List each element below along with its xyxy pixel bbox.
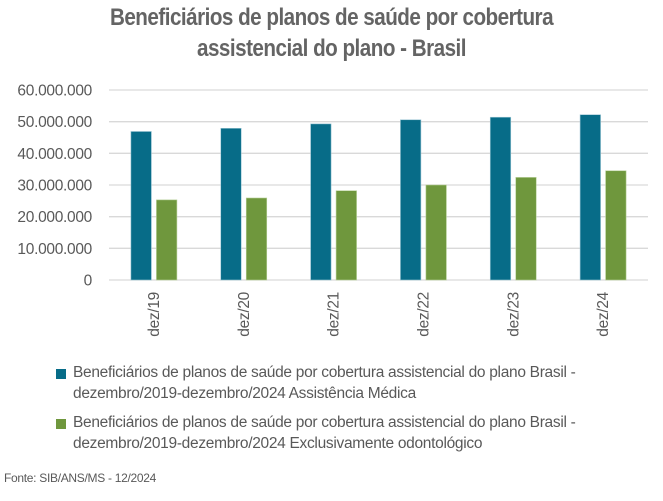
y-axis-tick-labels: 0 10.000.000 20.000.000 30.000.000 40.000.00…: [17, 83, 93, 290]
bar-odontologico-dez-21: [335, 190, 357, 281]
bar-odontologico-dez-22: [425, 184, 447, 281]
y-tick-label: 40.000.000: [17, 146, 92, 163]
x-tick-label: dez/19: [146, 292, 163, 337]
bar-odontologico-dez-23: [515, 177, 537, 281]
bar-assistencia-medica-dez-21: [310, 123, 332, 281]
source-note: Fonte: SIB/ANS/MS - 12/2024: [4, 471, 156, 485]
bar-assistencia-medica-dez-19: [130, 131, 152, 281]
y-tick-label: 20.000.000: [17, 209, 92, 226]
x-tick-label: dez/24: [595, 291, 612, 336]
bar-odontologico-dez-24: [605, 170, 627, 281]
x-tick-label: dez/22: [415, 292, 432, 337]
chart-title-line-2: assistencial do plano - Brasil: [197, 35, 467, 62]
bars: [130, 114, 627, 281]
legend-item-odontologico: Beneficiários de planos de saúde por cob…: [55, 412, 635, 454]
bar-chart: 0 10.000.000 20.000.000 30.000.000 40.000.00…: [17, 83, 648, 337]
y-tick-label: 10.000.000: [17, 241, 92, 258]
legend-label-line-1: Beneficiários de planos de saúde por cob…: [73, 364, 576, 381]
legend-label-line-1: Beneficiários de planos de saúde por cob…: [73, 414, 576, 431]
x-tick-label: dez/23: [505, 292, 522, 337]
y-tick-label: 60.000.000: [17, 83, 92, 100]
legend-swatch-assistencia-medica: [56, 369, 66, 379]
legend: Beneficiários de planos de saúde por cob…: [55, 362, 635, 454]
bar-odontologico-dez-20: [245, 197, 268, 281]
legend-label-line-2: dezembro/2019-dezembro/2024 Exclusivamen…: [73, 435, 483, 452]
chart-title: Beneficiários de planos de saúde por cob…: [46, 2, 616, 64]
chart-title-line-1: Beneficiários de planos de saúde por cob…: [109, 4, 554, 31]
x-axis-tick-labels: dez/19 dez/20 dez/21 dez/22 dez/23 dez/24: [146, 291, 612, 336]
y-tick-label: 30.000.000: [17, 178, 92, 195]
gridlines: [109, 89, 648, 281]
y-tick-label: 50.000.000: [17, 114, 92, 131]
bar-assistencia-medica-dez-24: [579, 114, 601, 281]
y-tick-label: 0: [84, 273, 93, 290]
bar-assistencia-medica-dez-20: [220, 128, 242, 281]
x-tick-label: dez/20: [236, 291, 253, 336]
bar-assistencia-medica-dez-23: [489, 116, 512, 281]
bar-odontologico-dez-19: [156, 199, 178, 281]
bar-assistencia-medica-dez-22: [400, 119, 422, 281]
legend-swatch-odontologico: [56, 419, 66, 429]
legend-label-line-2: dezembro/2019-dezembro/2024 Assistência …: [73, 385, 416, 402]
legend-item-assistencia-medica: Beneficiários de planos de saúde por cob…: [55, 362, 635, 404]
x-tick-label: dez/21: [326, 292, 343, 337]
